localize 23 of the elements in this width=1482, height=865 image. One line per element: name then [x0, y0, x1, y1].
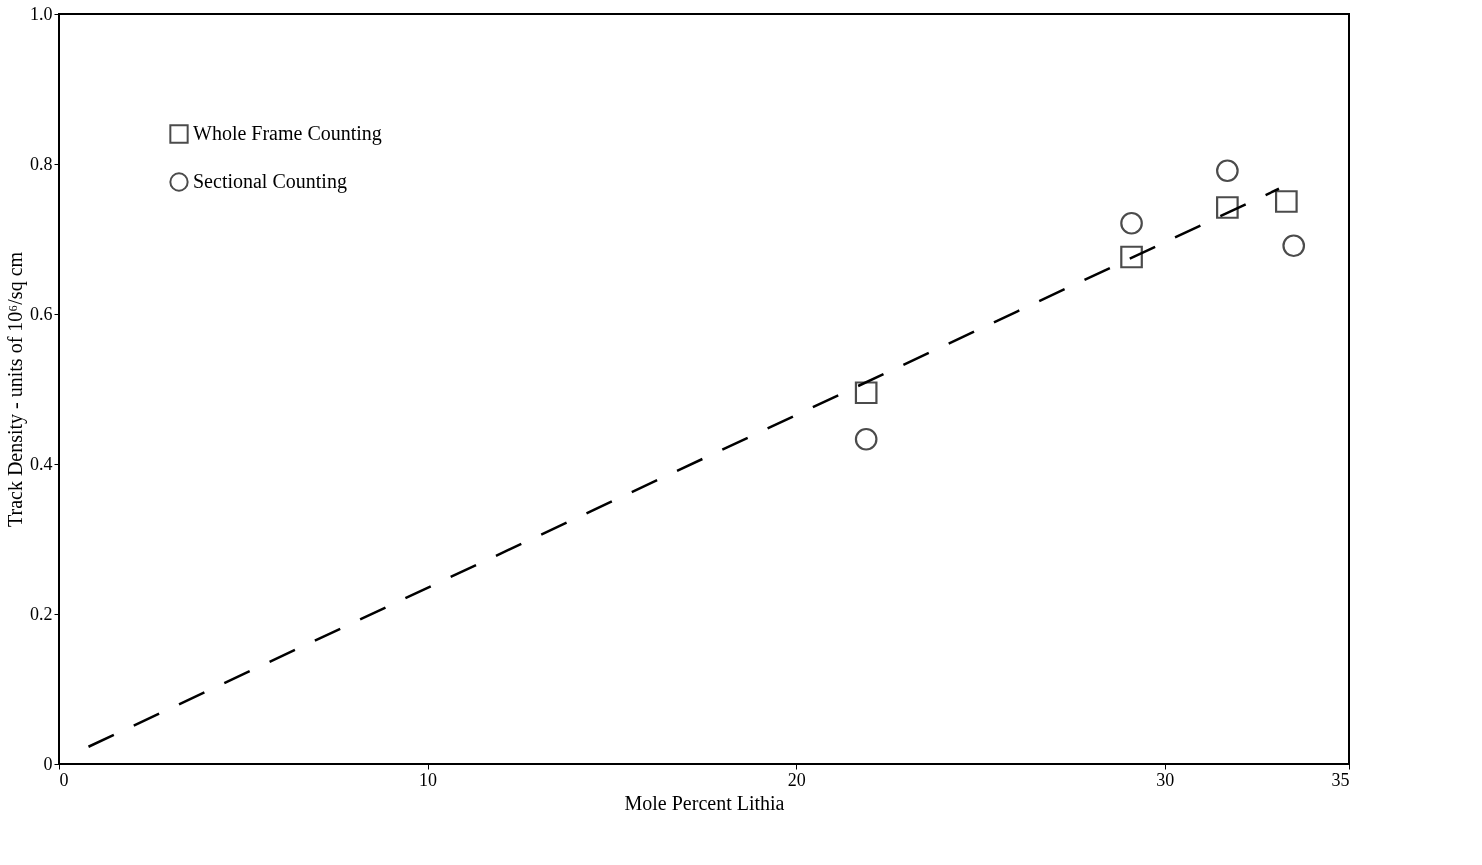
y-tick-label: 0.4	[30, 453, 53, 474]
legend-label: Sectional Counting	[193, 170, 347, 193]
legend-label: Whole Frame Counting	[193, 122, 382, 145]
point	[1120, 245, 1143, 269]
point	[854, 427, 878, 451]
point	[1216, 196, 1239, 219]
x-tick-label: 0	[59, 769, 69, 790]
y-tick-label: 0.6	[30, 303, 53, 324]
y-tick-label: 0	[43, 753, 53, 774]
x-tick-label: 20	[787, 769, 806, 790]
point	[1275, 190, 1298, 213]
x-tick-label: 30	[1156, 769, 1175, 790]
point	[1282, 234, 1306, 258]
y-tick-label: 0.8	[30, 153, 53, 174]
y-tick-label: 1.0	[30, 3, 53, 24]
point	[854, 381, 878, 405]
point	[1216, 159, 1239, 183]
point	[1120, 211, 1143, 235]
y-axis-title: Track Density - units of 10⁶/sq cm	[4, 251, 27, 528]
x-tick-label: 35	[1331, 769, 1350, 790]
x-tick-label: 10	[419, 769, 438, 790]
y-tick-label: 0.2	[30, 603, 53, 624]
x-axis-title: Mole Percent Lithia	[624, 791, 785, 814]
